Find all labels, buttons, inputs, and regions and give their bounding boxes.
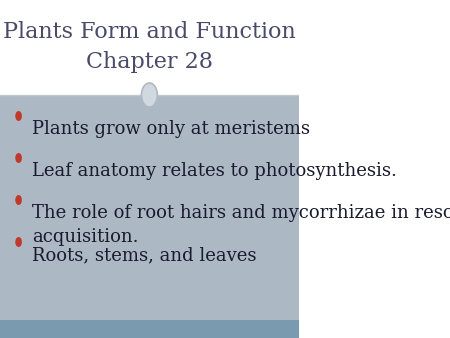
Text: Plants grow only at meristems: Plants grow only at meristems [32, 120, 310, 138]
Text: Plants Form and Function: Plants Form and Function [3, 21, 296, 43]
Circle shape [15, 153, 22, 163]
Circle shape [15, 111, 22, 121]
Text: Leaf anatomy relates to photosynthesis.: Leaf anatomy relates to photosynthesis. [32, 162, 397, 180]
Text: Roots, stems, and leaves: Roots, stems, and leaves [32, 246, 256, 264]
Text: The role of root hairs and mycorrhizae in resource
acquisition.: The role of root hairs and mycorrhizae i… [32, 204, 450, 246]
Text: Chapter 28: Chapter 28 [86, 51, 213, 73]
FancyBboxPatch shape [0, 95, 299, 320]
FancyBboxPatch shape [0, 0, 299, 95]
FancyBboxPatch shape [0, 320, 299, 338]
Circle shape [141, 83, 158, 107]
Circle shape [15, 237, 22, 247]
Circle shape [15, 195, 22, 205]
